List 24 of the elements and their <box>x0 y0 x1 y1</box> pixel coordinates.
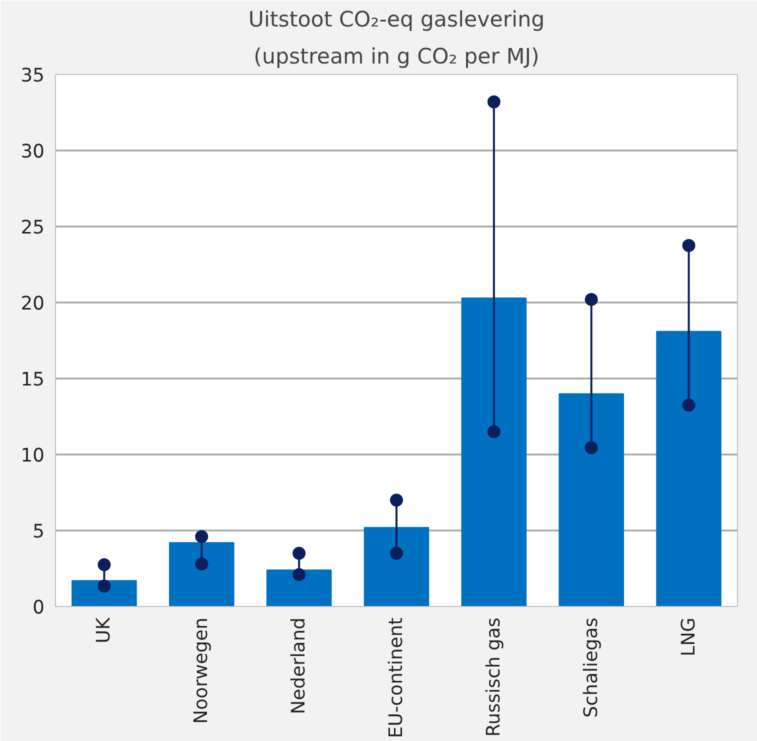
bar <box>656 330 722 606</box>
x-tick-label: Russisch gas <box>483 617 504 737</box>
y-tick-label: 30 <box>20 142 45 162</box>
bar <box>72 580 137 606</box>
bar <box>266 570 332 606</box>
chart-subtitle: (upstream in g CO₂ per MJ) <box>254 44 540 70</box>
chart-title: Uitstoot CO₂-eq gaslevering <box>248 8 545 32</box>
y-tick-label: 5 <box>32 522 45 542</box>
y-tick-label: 0 <box>32 598 45 618</box>
y-tick-label: 25 <box>20 218 45 238</box>
x-tick-label: Nederland <box>288 617 310 714</box>
y-tick-label: 20 <box>20 294 45 314</box>
bar <box>364 526 430 606</box>
x-tick-label: Schaliegas <box>580 617 602 718</box>
bar <box>461 297 527 606</box>
x-tick-label: EU-continent <box>386 617 407 738</box>
y-tick-label: 35 <box>20 66 45 86</box>
bar <box>558 393 624 606</box>
bar <box>168 542 234 606</box>
x-tick-label: UK <box>94 616 115 644</box>
y-tick-label: 10 <box>20 446 45 466</box>
x-tick-label: LNG <box>678 617 700 656</box>
y-tick-label: 15 <box>20 370 45 390</box>
x-tick-label: Noorwegen <box>191 617 212 724</box>
